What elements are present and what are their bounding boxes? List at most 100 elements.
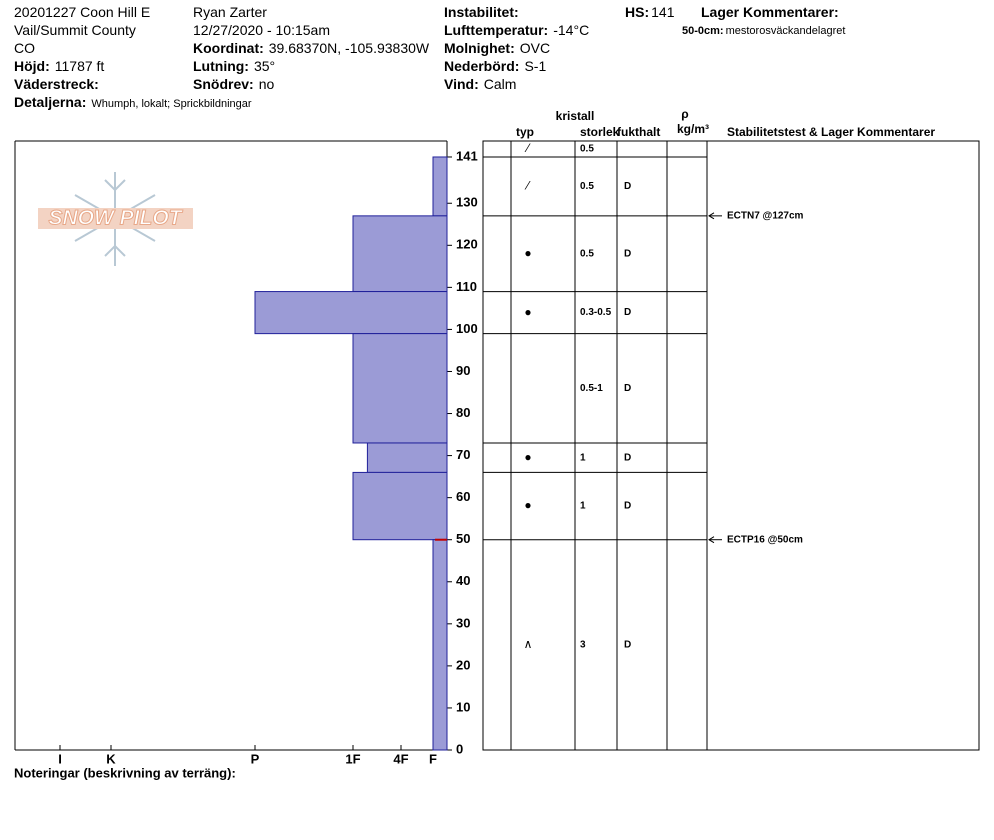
test-label: ECTP16 @50cm: [727, 534, 803, 545]
grain-size: 0.5: [580, 248, 594, 259]
observer: Ryan Zarter: [193, 4, 267, 20]
col-header: Stabilitetstest & Lager Kommentarer: [727, 125, 935, 139]
moisture: D: [624, 639, 631, 650]
test-label: ECTN7 @127cm: [727, 211, 804, 222]
grain-size: 0.5: [580, 181, 594, 192]
instability-row: Instabilitet:: [444, 4, 524, 20]
value: no: [258, 76, 275, 92]
hardness-tick-label: I: [58, 751, 62, 766]
layer-comments-title: Lager Kommentarer:: [701, 4, 844, 20]
moisture: D: [624, 501, 631, 512]
grain-type: ●: [524, 305, 531, 319]
grain-size: 1: [580, 452, 586, 463]
label: Lager Kommentarer:: [701, 4, 839, 20]
col-header: typ: [516, 125, 534, 139]
state: CO: [14, 40, 35, 56]
label: Lufttemperatur:: [444, 22, 549, 38]
sky-row: Molnighet: OVC: [444, 40, 550, 56]
label: HS:: [625, 4, 650, 20]
label: Instabilitet:: [444, 4, 519, 20]
depth-tick-label: 60: [456, 489, 470, 504]
grain-size: 1: [580, 501, 586, 512]
details-row: Detaljerna: Whumph, lokalt; Sprickbildnin…: [14, 94, 252, 112]
moisture: D: [624, 307, 631, 318]
moisture: D: [624, 181, 631, 192]
depth-tick-label: 30: [456, 615, 470, 630]
slope-row: Lutning: 35°: [193, 58, 275, 74]
value: 35°: [253, 58, 276, 74]
col-header: kg/m³: [677, 122, 709, 136]
hardness-tick-label: 1F: [345, 751, 360, 766]
label: Lutning:: [193, 58, 249, 74]
value: 39.68370N, -105.93830W: [268, 40, 430, 56]
grain-type: ●: [524, 246, 531, 260]
datetime: 12/27/2020 - 10:15am: [193, 22, 330, 38]
depth-tick-label: 0: [456, 741, 463, 756]
label: Koordinat:: [193, 40, 264, 56]
depth-tick-label: 100: [456, 321, 478, 336]
hardness-tick-label: K: [106, 751, 116, 766]
layer-comment-row: 50-0cm: mestorosväckandelagret: [682, 23, 845, 39]
notes-label: Noteringar (beskrivning av terräng):: [14, 765, 236, 780]
value: -14°C: [553, 22, 590, 38]
depth-tick-label: 90: [456, 363, 470, 378]
label: Snödrev:: [193, 76, 254, 92]
depth: 50-0cm:: [682, 25, 724, 37]
label: Vind:: [444, 76, 479, 92]
value: Calm: [483, 76, 517, 92]
value: OVC: [519, 40, 551, 56]
hardness-bar: [352, 215, 448, 293]
logo-text: SNOW PILOT: [49, 207, 184, 230]
value: S-1: [524, 58, 547, 74]
value: mestorosväckandelagret: [725, 25, 846, 37]
label: Nederbörd:: [444, 58, 520, 74]
grain-type: ●: [524, 450, 531, 464]
wind-row: Vind: Calm: [444, 76, 516, 92]
precip-row: Nederbörd: S-1: [444, 58, 546, 74]
hardness-bar: [352, 333, 448, 444]
depth-tick-label: 110: [456, 279, 477, 294]
moisture: D: [624, 452, 631, 463]
value: Whumph, lokalt; Sprickbildningar: [91, 98, 252, 110]
depth-tick-label: 40: [456, 573, 470, 588]
grain-type: ⁄: [524, 141, 531, 155]
hardness-tick-label: P: [251, 751, 260, 766]
coord-row: Koordinat: 39.68370N, -105.93830W: [193, 40, 429, 56]
depth-tick-label: 20: [456, 657, 470, 672]
grain-size: 0.5-1: [580, 383, 603, 394]
hardness-tick-label: 4F: [393, 751, 408, 766]
col-header: fukthalt: [617, 125, 660, 139]
depth-tick-label: 120: [456, 237, 478, 252]
hardness-tick-label: F: [429, 751, 437, 766]
depth-tick-label: 50: [456, 531, 470, 546]
hardness-bar: [432, 156, 448, 217]
value: 141: [651, 4, 675, 20]
label: Väderstreck:: [14, 76, 99, 92]
value: 11787 ft: [54, 58, 105, 74]
test-arrowhead: [708, 212, 715, 220]
hardness-bar: [366, 442, 448, 473]
label: Detaljerna:: [14, 94, 87, 110]
test-arrowhead: [708, 536, 715, 544]
hs-row: HS: 141: [625, 4, 674, 20]
grain-type: ●: [524, 498, 531, 512]
table-columns: [510, 141, 708, 750]
logo-band: [38, 208, 193, 229]
airtemp-row: Lufttemperatur: -14°C: [444, 22, 589, 38]
drift-row: Snödrev: no: [193, 76, 274, 92]
label: Molnighet:: [444, 40, 515, 56]
aspect-row: Väderstreck:: [14, 76, 104, 92]
label: Höjd:: [14, 58, 50, 74]
grain-type: ⁄: [524, 179, 531, 193]
depth-tick-label: 80: [456, 405, 470, 420]
depth-tick-label: 10: [456, 699, 470, 714]
hardness-bar: [254, 291, 448, 335]
depth-tick-label: 141: [456, 148, 478, 163]
location: Vail/Summit County: [14, 22, 136, 38]
grain-size: 0.5: [580, 144, 594, 155]
col-header: kristall: [556, 109, 595, 123]
hardness-bar: [352, 471, 448, 541]
site: 20201227 Coon Hill E: [14, 4, 151, 20]
